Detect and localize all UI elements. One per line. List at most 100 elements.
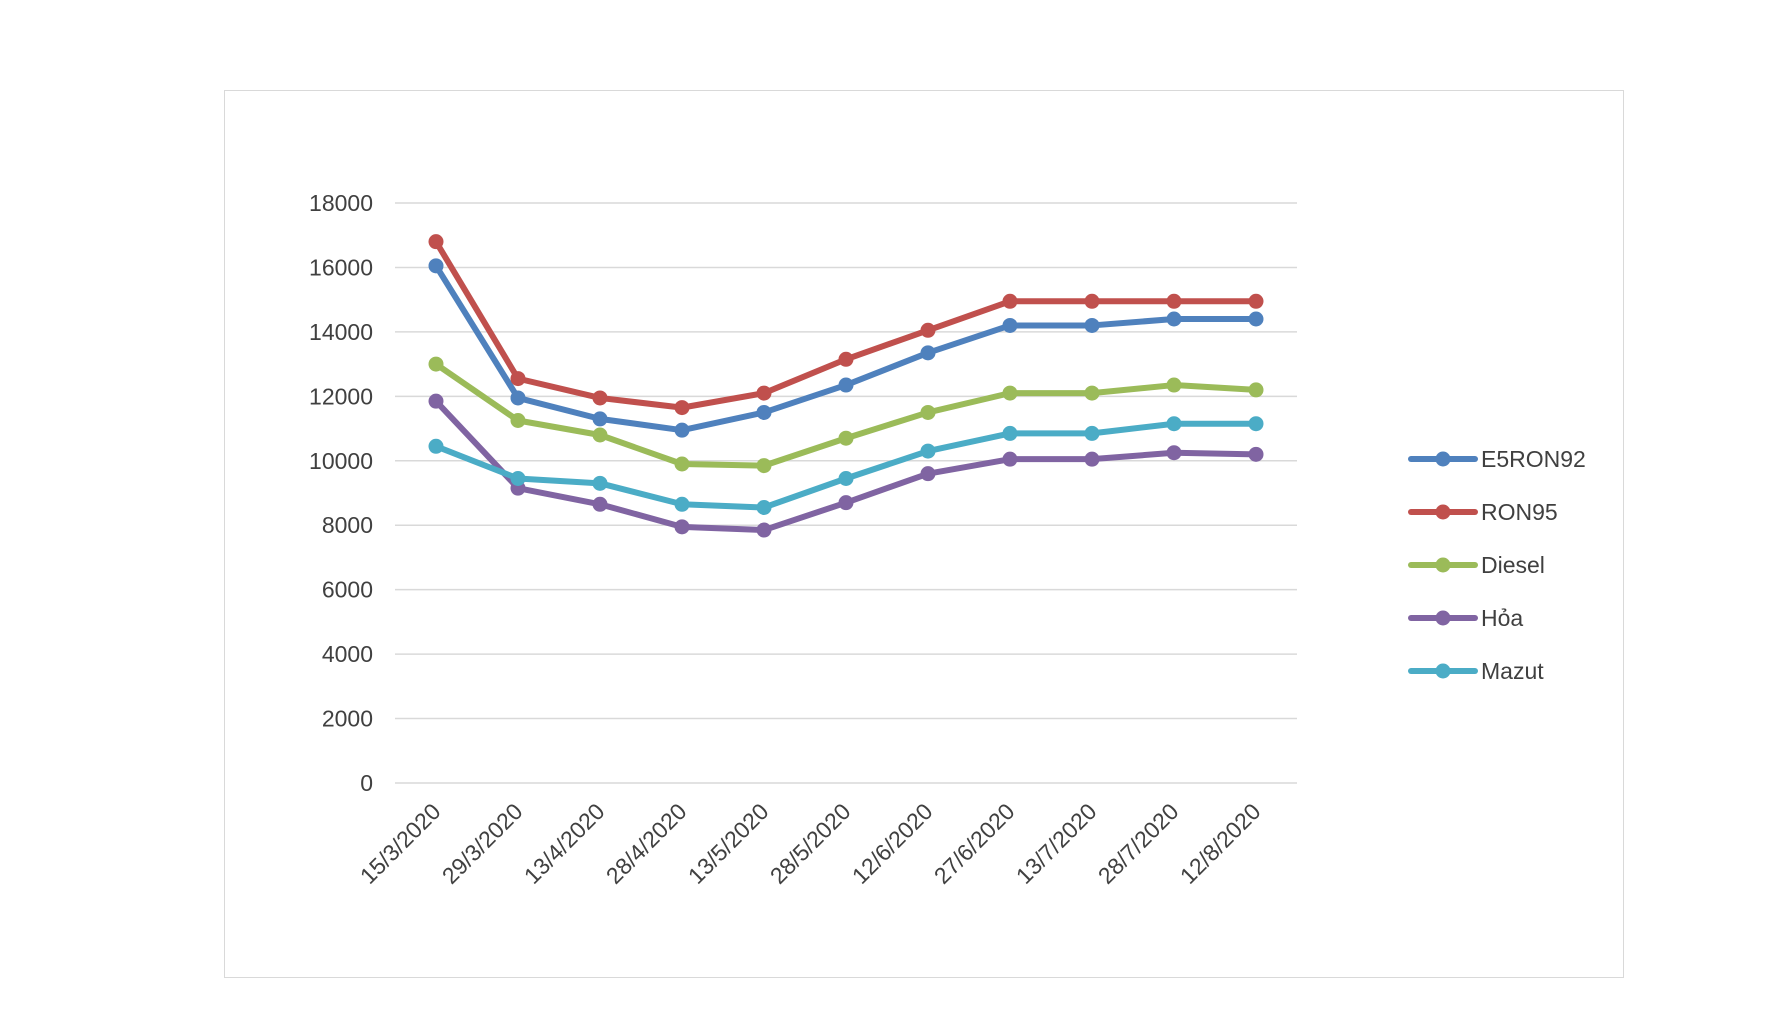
- data-point: [756, 500, 772, 515]
- legend-label: RON95: [1481, 499, 1558, 525]
- series-0: [428, 258, 1264, 438]
- data-point: [1002, 293, 1018, 309]
- legend-marker-swatch: [1435, 610, 1451, 626]
- data-point: [428, 234, 444, 250]
- data-point: [428, 393, 444, 409]
- legend-entry: Diesel: [1408, 552, 1545, 578]
- data-point: [674, 496, 690, 512]
- y-tick-label: 10000: [309, 448, 373, 474]
- data-point: [838, 351, 854, 367]
- x-tick-label: 28/5/2020: [765, 798, 856, 889]
- data-point: [592, 427, 608, 443]
- legend-entry: Hỏa: [1408, 605, 1523, 631]
- gridlines: [395, 202, 1297, 784]
- y-tick-label: 4000: [322, 641, 373, 667]
- series-lines: [428, 234, 1264, 538]
- legend-label: Diesel: [1481, 552, 1545, 578]
- y-tick-label: 16000: [309, 254, 373, 280]
- data-point: [674, 422, 690, 438]
- y-tick-label: 0: [360, 770, 373, 796]
- x-tick-label: 29/3/2020: [437, 798, 528, 889]
- data-point: [756, 458, 772, 474]
- legend-entry: Mazut: [1408, 658, 1544, 684]
- legend-marker-swatch: [1435, 557, 1451, 573]
- data-point: [510, 471, 526, 486]
- data-point: [1248, 416, 1264, 432]
- line-chart: 0 2000 4000 6000 8000 10000 12000 14000 16000 180…: [309, 190, 1586, 889]
- x-tick-label: 28/4/2020: [601, 798, 692, 889]
- legend-label: Hỏa: [1481, 605, 1523, 631]
- data-point: [592, 390, 608, 406]
- legend-marker-swatch: [1435, 451, 1451, 467]
- data-point: [838, 430, 854, 446]
- data-point: [1084, 293, 1100, 309]
- x-tick-label: 28/7/2020: [1093, 798, 1184, 889]
- y-tick-label: 6000: [322, 577, 373, 603]
- legend-entry: RON95: [1408, 499, 1558, 525]
- x-tick-label: 27/6/2020: [929, 798, 1020, 889]
- data-point: [920, 345, 936, 361]
- legend-marker-swatch: [1435, 504, 1451, 520]
- y-tick-label: 14000: [309, 319, 373, 345]
- x-tick-label: 13/7/2020: [1011, 798, 1102, 889]
- data-point: [674, 456, 690, 472]
- data-point: [756, 385, 772, 401]
- data-point: [592, 475, 608, 491]
- data-point: [1084, 317, 1100, 333]
- data-point: [674, 519, 690, 535]
- data-point: [1166, 416, 1182, 432]
- data-point: [756, 404, 772, 420]
- data-point: [920, 466, 936, 482]
- x-tick-label: 15/3/2020: [355, 798, 446, 889]
- data-point: [510, 371, 526, 387]
- data-point: [592, 411, 608, 427]
- data-point: [838, 377, 854, 393]
- data-point: [1166, 311, 1182, 327]
- y-tick-label: 8000: [322, 512, 373, 538]
- legend: E5RON92 RON95 Diesel Hỏa Mazut: [1408, 446, 1586, 684]
- data-point: [920, 404, 936, 420]
- data-point: [428, 356, 444, 372]
- series-2: [428, 356, 1264, 474]
- series-4: [428, 416, 1264, 515]
- x-tick-label: 13/5/2020: [683, 798, 774, 889]
- data-point: [428, 258, 444, 274]
- data-point: [592, 496, 608, 512]
- y-tick-label: 18000: [309, 190, 373, 216]
- data-point: [838, 495, 854, 511]
- data-point: [1084, 385, 1100, 401]
- series-line: [433, 398, 1259, 534]
- data-point: [838, 471, 854, 486]
- data-point: [1248, 446, 1264, 462]
- data-point: [1084, 451, 1100, 467]
- x-axis-tick-labels: 15/3/202029/3/202013/4/202028/4/202013/5…: [355, 798, 1266, 889]
- series-3: [428, 393, 1264, 538]
- data-point: [1166, 377, 1182, 393]
- data-point: [510, 390, 526, 406]
- data-point: [1248, 293, 1264, 309]
- data-point: [1002, 425, 1018, 441]
- legend-entry: E5RON92: [1408, 446, 1586, 472]
- series-1: [428, 234, 1264, 416]
- data-point: [1002, 451, 1018, 467]
- series-line: [433, 262, 1259, 434]
- data-point: [510, 413, 526, 428]
- data-point: [674, 400, 690, 416]
- y-axis-tick-labels: 0 2000 4000 6000 8000 10000 12000 14000 16000 180…: [309, 190, 373, 796]
- data-point: [756, 522, 772, 538]
- x-tick-label: 12/6/2020: [847, 798, 938, 889]
- x-tick-label: 13/4/2020: [519, 798, 610, 889]
- x-tick-label: 12/8/2020: [1175, 798, 1266, 889]
- chart-frame: 0 2000 4000 6000 8000 10000 12000 14000 16000 180…: [224, 90, 1624, 978]
- legend-label: Mazut: [1481, 658, 1544, 684]
- data-point: [1166, 445, 1182, 461]
- data-point: [920, 322, 936, 338]
- data-point: [1248, 311, 1264, 327]
- legend-marker-swatch: [1435, 663, 1451, 679]
- data-point: [1002, 317, 1018, 333]
- data-point: [1166, 293, 1182, 309]
- legend-label: E5RON92: [1481, 446, 1586, 472]
- y-tick-label: 2000: [322, 706, 373, 732]
- data-point: [1002, 385, 1018, 401]
- data-point: [428, 438, 444, 454]
